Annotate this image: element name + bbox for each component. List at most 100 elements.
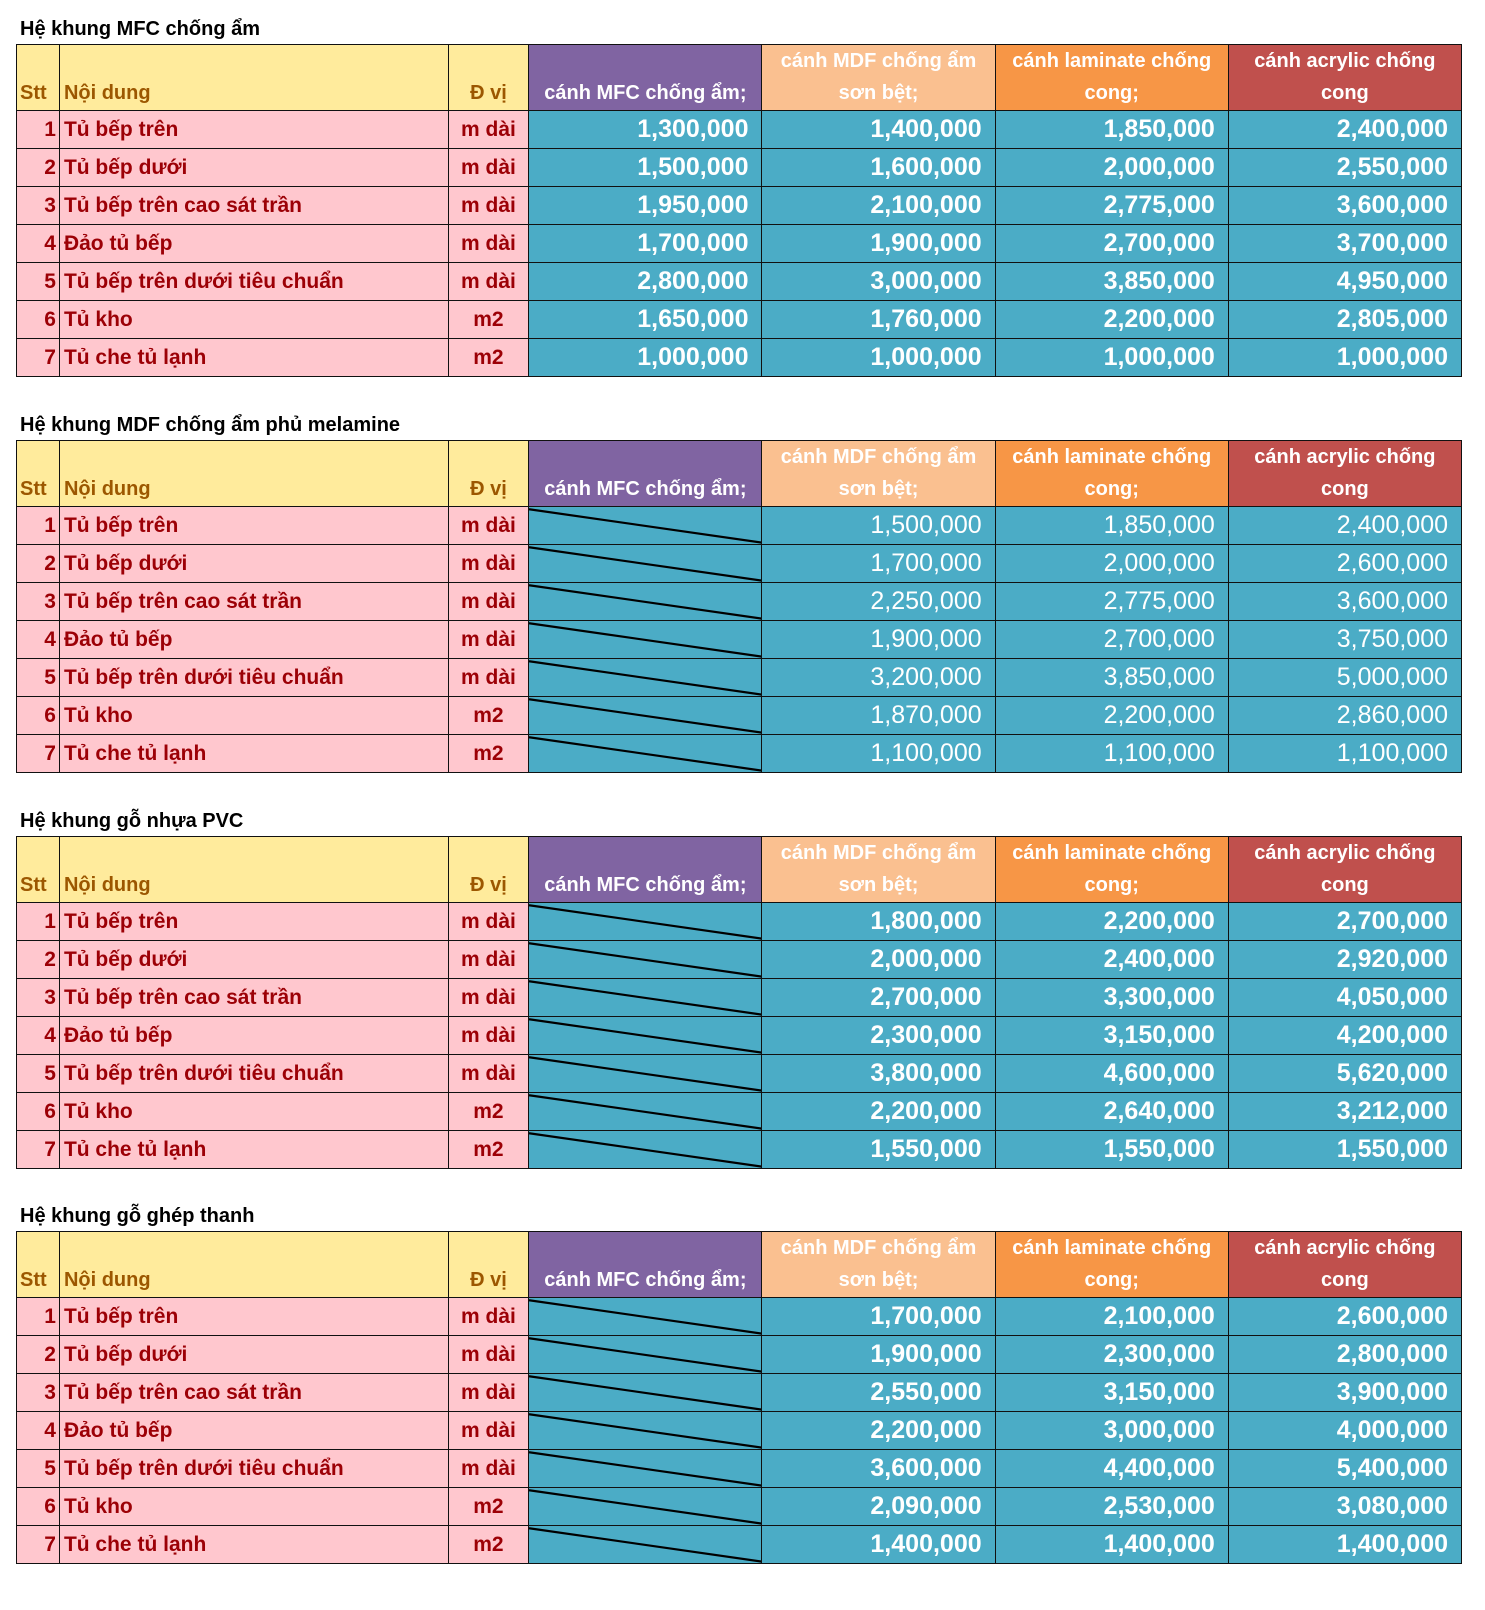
price-acrylic: 2,860,000	[1227, 696, 1463, 735]
row-stt: 7	[16, 338, 60, 377]
row-unit: m dài	[447, 1449, 530, 1488]
row-unit: m dài	[447, 1297, 530, 1336]
diagonal-slash-icon	[529, 659, 761, 696]
price-acrylic: 3,700,000	[1227, 224, 1463, 263]
price-mfc-empty	[528, 1016, 763, 1055]
price-mdf: 3,200,000	[761, 658, 996, 697]
price-table: Stt Nội dung Đ vị cánh MFC chống ẩm; cánh MD…	[16, 836, 1463, 1169]
row-stt: 6	[16, 696, 60, 735]
price-mfc: 1,300,000	[528, 110, 763, 149]
price-laminate: 2,200,000	[994, 300, 1229, 339]
price-mfc-empty	[528, 1054, 763, 1093]
table-row: 3 Tủ bếp trên cao sát trần m dài 2,700,000 3…	[16, 978, 1463, 1017]
price-mdf: 3,600,000	[761, 1449, 996, 1488]
price-mdf: 1,600,000	[761, 148, 996, 187]
row-stt: 6	[16, 1487, 60, 1526]
header-laminate: cánh laminate chống cong;	[994, 44, 1229, 111]
diagonal-slash-icon	[529, 1131, 761, 1168]
price-laminate: 2,775,000	[994, 186, 1229, 225]
row-unit: m2	[447, 1487, 530, 1526]
row-stt: 5	[16, 1054, 60, 1093]
table-row: 1 Tủ bếp trên m dài 1,800,000 2,200,000 2,700…	[16, 902, 1463, 941]
price-laminate: 1,400,000	[994, 1525, 1229, 1564]
price-mfc: 1,650,000	[528, 300, 763, 339]
diagonal-slash-icon	[529, 1488, 761, 1525]
price-laminate: 1,850,000	[994, 110, 1229, 149]
price-mfc: 1,000,000	[528, 338, 763, 377]
row-name: Tủ bếp trên cao sát trần	[58, 1373, 449, 1412]
row-name: Tủ che tủ lạnh	[58, 338, 449, 377]
price-mdf: 1,550,000	[761, 1130, 996, 1169]
table-row: 7 Tủ che tủ lạnh m2 1,000,000 1,000,000 1,000…	[16, 338, 1463, 377]
row-name: Tủ bếp trên dưới tiêu chuẩn	[58, 1449, 449, 1488]
price-mfc: 1,500,000	[528, 148, 763, 187]
price-mdf: 1,500,000	[761, 506, 996, 545]
price-mdf: 1,760,000	[761, 300, 996, 339]
row-name: Tủ bếp trên	[58, 1297, 449, 1336]
price-acrylic: 3,600,000	[1227, 186, 1463, 225]
row-name: Tủ bếp trên	[58, 110, 449, 149]
row-name: Tủ bếp trên	[58, 506, 449, 545]
price-mfc-empty	[528, 1449, 763, 1488]
row-unit: m dài	[447, 1335, 530, 1374]
header-don-vi: Đ vị	[447, 44, 530, 111]
price-mfc-empty	[528, 902, 763, 941]
price-laminate: 2,000,000	[994, 544, 1229, 583]
row-stt: 5	[16, 262, 60, 301]
section-title: Hệ khung MDF chống ẩm phủ melamine	[20, 414, 401, 436]
table-row: 7 Tủ che tủ lạnh m2 1,100,000 1,100,000 1,100…	[16, 734, 1463, 773]
price-mfc-empty	[528, 1335, 763, 1374]
header-noi-dung: Nội dung	[58, 440, 449, 507]
table-row: 5 Tủ bếp trên dưới tiêu chuẩn m dài 3,200,0…	[16, 658, 1463, 697]
price-mfc-empty	[528, 940, 763, 979]
table-row: 6 Tủ kho m2 2,200,000 2,640,000 3,212,000	[16, 1092, 1463, 1131]
price-acrylic: 2,600,000	[1227, 1297, 1463, 1336]
row-name: Tủ bếp trên dưới tiêu chuẩn	[58, 658, 449, 697]
table-row: 6 Tủ kho m2 1,650,000 1,760,000 2,200,000 2,80…	[16, 300, 1463, 339]
price-acrylic: 2,805,000	[1227, 300, 1463, 339]
header-stt: Stt	[16, 440, 60, 507]
price-acrylic: 3,900,000	[1227, 1373, 1463, 1412]
row-name: Tủ bếp trên dưới tiêu chuẩn	[58, 1054, 449, 1093]
price-laminate: 3,000,000	[994, 1411, 1229, 1450]
header-mdf: cánh MDF chống ẩm sơn bệt;	[761, 440, 996, 507]
price-mdf: 1,900,000	[761, 1335, 996, 1374]
row-name: Tủ bếp dưới	[58, 544, 449, 583]
row-unit: m dài	[447, 978, 530, 1017]
diagonal-slash-icon	[529, 583, 761, 620]
price-acrylic: 3,080,000	[1227, 1487, 1463, 1526]
price-laminate: 2,775,000	[994, 582, 1229, 621]
row-stt: 1	[16, 110, 60, 149]
row-unit: m dài	[447, 544, 530, 583]
row-name: Tủ bếp dưới	[58, 148, 449, 187]
table-row: 2 Tủ bếp dưới m dài 2,000,000 2,400,000 2,920…	[16, 940, 1463, 979]
header-acrylic: cánh acrylic chống cong	[1227, 440, 1463, 507]
row-stt: 2	[16, 1335, 60, 1374]
table-row: 2 Tủ bếp dưới m dài 1,700,000 2,000,000 2,600…	[16, 544, 1463, 583]
table-row: 6 Tủ kho m2 1,870,000 2,200,000 2,860,000	[16, 696, 1463, 735]
table-row: 3 Tủ bếp trên cao sát trần m dài 1,950,000 2…	[16, 186, 1463, 225]
row-stt: 2	[16, 544, 60, 583]
row-stt: 5	[16, 1449, 60, 1488]
diagonal-slash-icon	[529, 941, 761, 978]
row-unit: m dài	[447, 506, 530, 545]
row-name: Tủ bếp dưới	[58, 1335, 449, 1374]
price-section: Hệ khung MDF chống ẩm phủ melamine Stt Nội…	[16, 410, 1463, 773]
price-laminate: 4,600,000	[994, 1054, 1229, 1093]
row-stt: 6	[16, 1092, 60, 1131]
price-mfc-empty	[528, 1487, 763, 1526]
table-row: 1 Tủ bếp trên m dài 1,500,000 1,850,000 2,400…	[16, 506, 1463, 545]
row-name: Tủ bếp dưới	[58, 940, 449, 979]
row-name: Đảo tủ bếp	[58, 620, 449, 659]
price-table: Stt Nội dung Đ vị cánh MFC chống ẩm; cánh MD…	[16, 1231, 1463, 1564]
header-mfc: cánh MFC chống ẩm;	[528, 1231, 763, 1298]
price-acrylic: 3,212,000	[1227, 1092, 1463, 1131]
price-acrylic: 5,000,000	[1227, 658, 1463, 697]
row-unit: m2	[447, 1130, 530, 1169]
row-unit: m dài	[447, 1373, 530, 1412]
diagonal-slash-icon	[529, 697, 761, 734]
header-stt: Stt	[16, 1231, 60, 1298]
header-acrylic: cánh acrylic chống cong	[1227, 1231, 1463, 1298]
price-laminate: 1,850,000	[994, 506, 1229, 545]
row-stt: 7	[16, 1525, 60, 1564]
